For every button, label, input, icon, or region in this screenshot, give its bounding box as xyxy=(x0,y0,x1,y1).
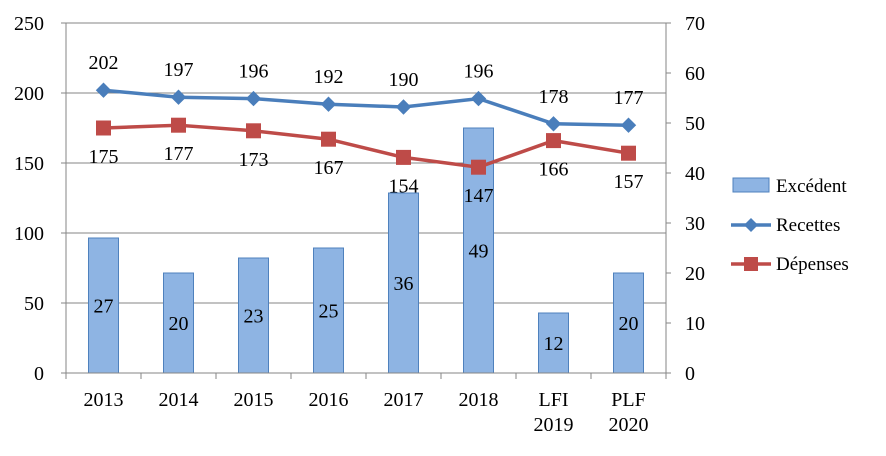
bar-data-label: 36 xyxy=(394,273,414,295)
point-recettes xyxy=(170,89,187,105)
left-tick-label: 200 xyxy=(14,83,44,105)
x-tick-label: 2020 xyxy=(609,414,649,436)
line-series xyxy=(95,82,637,175)
right-tick-label: 0 xyxy=(685,363,695,385)
point-recettes xyxy=(545,116,562,132)
point-depenses xyxy=(471,159,486,175)
x-tick-label: 2014 xyxy=(159,389,199,411)
line-data-label: 197 xyxy=(164,59,194,81)
gridlines xyxy=(66,22,666,304)
x-tick-label: 2015 xyxy=(234,389,274,411)
line-data-label: 167 xyxy=(314,157,344,179)
legend-label: Dépenses xyxy=(776,254,849,275)
left-tick-label: 100 xyxy=(14,223,44,245)
point-depenses xyxy=(321,131,336,147)
left-tick-label: 150 xyxy=(14,153,44,175)
point-depenses xyxy=(246,123,261,139)
right-tick-label: 60 xyxy=(685,63,705,85)
right-tick-label: 70 xyxy=(685,13,705,35)
line-data-label: 196 xyxy=(464,61,494,83)
point-recettes xyxy=(470,90,487,107)
x-tick-label: PLF xyxy=(611,389,645,411)
line-data-label: 154 xyxy=(389,175,419,197)
left-tick-label: 250 xyxy=(14,13,44,35)
bar-excedent xyxy=(238,257,269,374)
bar-excedent xyxy=(388,192,419,374)
bar-excedent xyxy=(613,272,644,374)
line-data-label: 175 xyxy=(89,146,119,168)
data-labels: 27 20 23 25 36 49 12 20 202 197 196 192 190 196 178 177… xyxy=(89,52,644,355)
bar-excedent xyxy=(463,127,494,374)
point-recettes xyxy=(245,90,262,107)
point-recettes xyxy=(620,117,637,133)
bar-data-label: 23 xyxy=(244,306,264,328)
bar-excedent xyxy=(538,312,569,374)
right-tick-label: 20 xyxy=(685,263,705,285)
point-depenses xyxy=(621,145,636,161)
x-tick-label: LFI xyxy=(539,389,569,411)
point-depenses xyxy=(396,149,411,165)
legend-swatch-excedent xyxy=(732,177,770,193)
legend-marker-square xyxy=(744,257,758,271)
bar-excedent xyxy=(88,237,119,374)
x-tick-label: 2019 xyxy=(534,414,574,436)
legend: Excédent Recettes Dépenses xyxy=(731,176,849,275)
left-tick-label: 0 xyxy=(34,363,44,385)
point-recettes xyxy=(95,82,112,98)
bar-data-label: 20 xyxy=(169,313,189,335)
line-dépenses xyxy=(103,123,629,169)
point-depenses xyxy=(96,120,111,136)
x-tick-label: 2017 xyxy=(384,389,424,411)
legend-marker-diamond xyxy=(744,218,758,232)
line-data-label: 178 xyxy=(539,86,569,108)
line-data-label: 166 xyxy=(539,159,569,181)
line-data-label: 202 xyxy=(89,52,119,74)
x-tick-label: 2018 xyxy=(459,389,499,411)
line-data-label: 177 xyxy=(164,143,194,165)
line-data-label: 173 xyxy=(239,149,269,171)
line-data-label: 157 xyxy=(614,171,644,193)
line-data-label: 192 xyxy=(314,66,344,88)
bar-data-label: 49 xyxy=(469,241,489,263)
point-recettes xyxy=(395,99,412,115)
line-data-label: 177 xyxy=(614,87,644,109)
right-tick-label: 10 xyxy=(685,313,705,335)
x-tick-label: 2013 xyxy=(84,389,124,411)
right-tick-label: 30 xyxy=(685,213,705,235)
legend-label: Excédent xyxy=(776,176,847,197)
right-tick-label: 40 xyxy=(685,163,705,185)
bar-data-label: 27 xyxy=(94,296,114,318)
line-recettes xyxy=(103,88,629,127)
bar-data-label: 12 xyxy=(544,333,564,355)
legend-label: Recettes xyxy=(776,215,840,236)
line-data-label: 147 xyxy=(464,185,494,207)
right-tick-label: 50 xyxy=(685,113,705,135)
bar-data-label: 25 xyxy=(319,301,339,323)
axes: 0 50 100 150 200 250 0 10 20 30 40 50 60 70 2013 2014 20… xyxy=(14,13,705,436)
x-tick-label: 2016 xyxy=(309,389,349,411)
left-tick-label: 50 xyxy=(24,293,44,315)
point-recettes xyxy=(320,96,337,112)
line-data-label: 196 xyxy=(239,61,269,83)
point-depenses xyxy=(546,133,561,149)
bar-data-label: 20 xyxy=(619,313,639,335)
bar-excedent xyxy=(313,247,344,374)
point-depenses xyxy=(171,117,186,133)
excedent-bars xyxy=(88,127,644,374)
line-data-label: 190 xyxy=(389,69,419,91)
